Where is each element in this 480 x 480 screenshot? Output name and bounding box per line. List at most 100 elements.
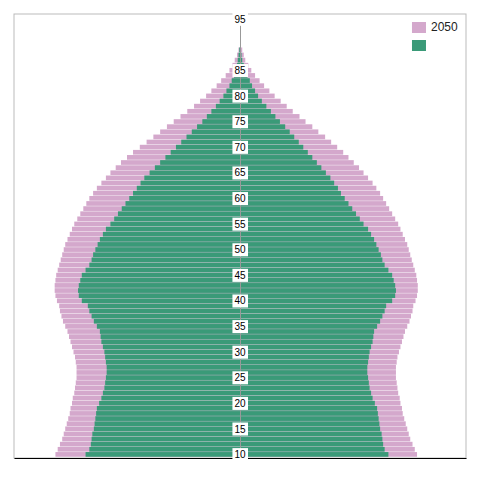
bar: [65, 324, 240, 329]
bar: [240, 345, 371, 350]
bar: [72, 401, 240, 406]
bar: [103, 232, 240, 237]
bar: [165, 155, 240, 160]
y-axis-line: [240, 15, 241, 459]
bar: [240, 176, 330, 181]
bar: [160, 160, 240, 165]
bar: [240, 160, 354, 165]
bar: [92, 437, 240, 442]
bar: [106, 375, 240, 380]
bar: [100, 237, 240, 242]
bar: [240, 309, 413, 314]
bar: [240, 293, 417, 298]
y-tick-label-box: [232, 141, 248, 154]
y-tick-label: 75: [234, 116, 246, 127]
y-tick-label: 60: [234, 193, 246, 204]
bar: [238, 53, 240, 58]
bar: [187, 135, 240, 140]
y-tick-label-box: [232, 166, 248, 179]
bar: [240, 206, 389, 211]
y-tick: 35: [232, 320, 248, 333]
bar: [67, 421, 240, 426]
bar: [240, 375, 368, 380]
bar: [240, 452, 388, 457]
bar: [92, 257, 240, 262]
bar: [240, 109, 293, 114]
bar: [89, 196, 240, 201]
bar: [240, 334, 403, 339]
y-tick-label-box: [232, 371, 248, 384]
bar: [106, 176, 240, 181]
bar: [240, 201, 348, 206]
bar: [240, 186, 376, 191]
bar: [60, 309, 240, 314]
bar: [240, 155, 348, 160]
y-tick: 65: [232, 166, 248, 179]
bar: [97, 186, 240, 191]
bar: [240, 396, 400, 401]
bar: [107, 365, 240, 370]
bar: [240, 283, 395, 288]
bar: [110, 222, 240, 227]
bar: [77, 370, 240, 375]
bar: [240, 391, 371, 396]
bar: [80, 278, 240, 283]
bar: [114, 216, 240, 221]
bar: [240, 411, 378, 416]
bar: [240, 135, 294, 140]
bar: [240, 273, 392, 278]
bar: [240, 191, 380, 196]
bar: [101, 396, 240, 401]
bar: [240, 247, 379, 252]
bar: [167, 124, 240, 129]
bar: [63, 319, 240, 324]
bar: [240, 278, 417, 283]
y-tick-label-box: [232, 448, 248, 461]
bar: [55, 288, 240, 293]
bar: [141, 181, 240, 186]
bar: [240, 129, 318, 134]
bar: [82, 298, 240, 303]
bar: [101, 181, 240, 186]
bar: [240, 216, 360, 221]
bar: [240, 145, 337, 150]
bar: [118, 211, 240, 216]
bar: [76, 360, 240, 365]
bar: [240, 385, 370, 390]
y-tick-label-box: [232, 192, 248, 205]
bar: [240, 268, 415, 273]
bar: [67, 329, 240, 334]
y-tick: 45: [232, 269, 248, 282]
bar: [58, 268, 240, 273]
bar: [240, 83, 252, 88]
bar: [238, 58, 240, 63]
bar: [240, 237, 374, 242]
bar: [104, 385, 240, 390]
bar: [240, 426, 380, 431]
y-tick-label: 85: [234, 65, 246, 76]
bar: [240, 263, 413, 268]
bar: [61, 257, 240, 262]
bar: [240, 360, 368, 365]
y-tick: 80: [232, 90, 248, 103]
bar: [240, 140, 299, 145]
y-tick: 75: [232, 115, 248, 128]
y-tick-label-box: [232, 243, 248, 256]
bar: [176, 145, 240, 150]
bar: [72, 227, 240, 232]
bar: [97, 324, 240, 329]
bar: [58, 447, 240, 452]
bar: [240, 339, 373, 344]
bar: [240, 109, 271, 114]
y-tick-label: 30: [234, 347, 246, 358]
bar: [144, 176, 240, 181]
bar: [240, 370, 367, 375]
bar: [74, 391, 240, 396]
y-tick: 95: [232, 13, 248, 26]
bar: [240, 104, 266, 109]
y-tick-label: 15: [234, 424, 246, 435]
bar: [240, 355, 397, 360]
bar: [240, 119, 306, 124]
bar: [240, 222, 364, 227]
bar: [101, 339, 240, 344]
